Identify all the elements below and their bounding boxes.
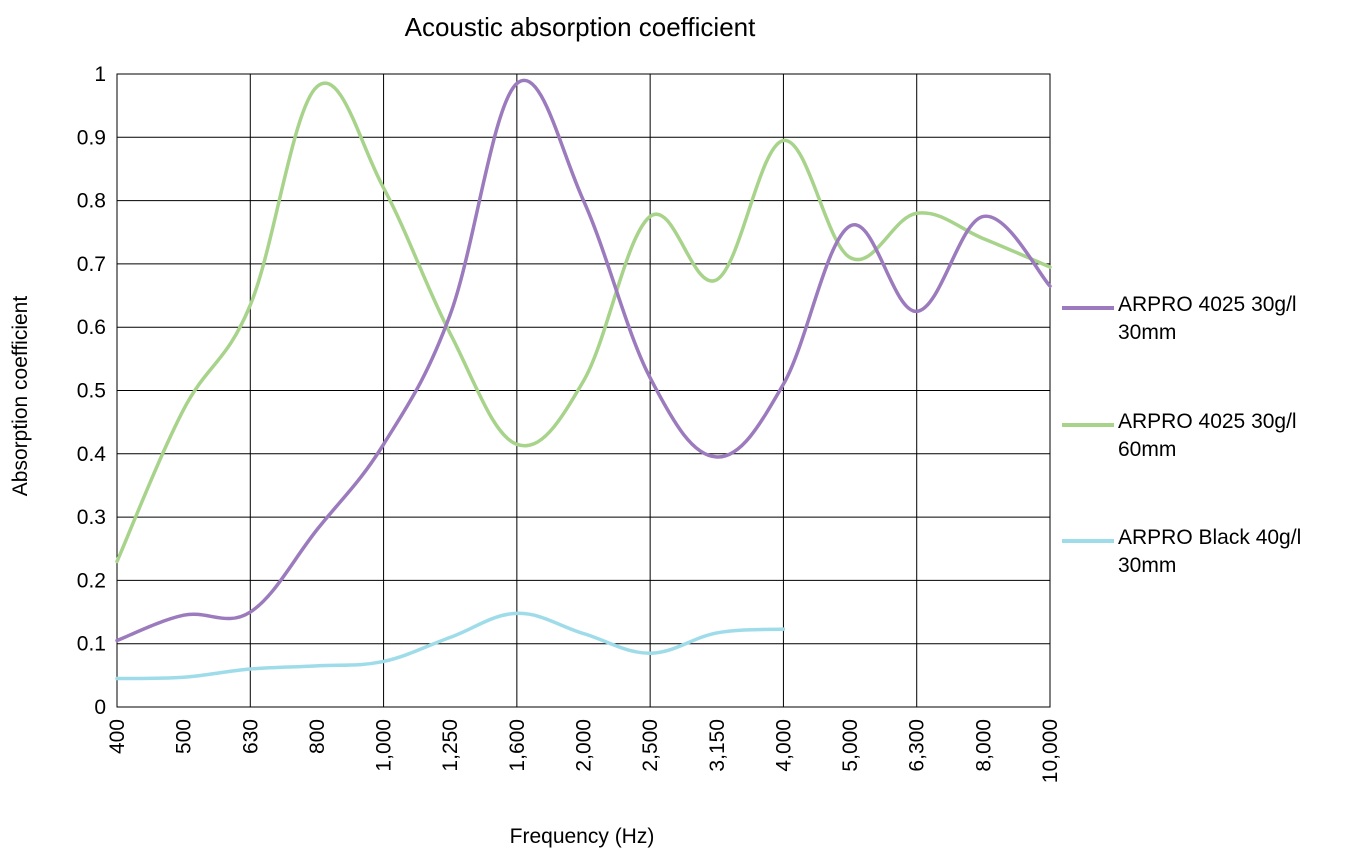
legend-label-3-line1: ARPRO Black 40g/l bbox=[1118, 526, 1302, 549]
y-tick-label: 0.1 bbox=[77, 633, 106, 656]
y-axis-ticks: 0 0.1 0.2 0.3 0.4 0.5 0.6 0.7 0.8 0.9 1 bbox=[77, 63, 107, 719]
y-tick-label: 0.6 bbox=[77, 316, 106, 339]
x-tick-label: 2,000 bbox=[573, 719, 596, 772]
legend-label-2-line2: 60mm bbox=[1118, 438, 1177, 461]
y-tick-label: 0.2 bbox=[77, 569, 106, 592]
x-tick-label: 10,000 bbox=[1039, 719, 1062, 783]
x-tick-label: 4,000 bbox=[772, 719, 795, 772]
legend-swatch-1 bbox=[1062, 306, 1114, 310]
legend-label-2-line1: ARPRO 4025 30g/l bbox=[1118, 410, 1297, 433]
x-tick-label: 500 bbox=[173, 719, 196, 754]
series-line-3 bbox=[115, 611, 786, 681]
y-tick-label: 0.7 bbox=[77, 253, 106, 276]
y-tick-label: 0.5 bbox=[77, 380, 106, 403]
x-axis-label: Frequency (Hz) bbox=[510, 825, 655, 848]
legend-label-3: ARPRO Black 40g/l 30mm bbox=[1118, 524, 1358, 580]
legend-swatch-3 bbox=[1062, 539, 1114, 543]
y-tick-label: 0 bbox=[94, 696, 106, 719]
y-tick-label: 0.4 bbox=[77, 443, 107, 466]
y-tick-label: 0.8 bbox=[77, 190, 106, 213]
x-tick-label: 400 bbox=[106, 719, 129, 754]
legend-label-1-line2: 30mm bbox=[1118, 321, 1177, 344]
plot-area-border bbox=[116, 73, 1051, 708]
legend-swatch-2 bbox=[1062, 423, 1114, 427]
x-tick-label: 1,250 bbox=[439, 719, 462, 772]
x-tick-label: 1,000 bbox=[373, 719, 396, 772]
x-tick-label: 5,000 bbox=[839, 719, 862, 772]
y-tick-label: 0.9 bbox=[77, 126, 106, 149]
series-line-2 bbox=[115, 81, 1052, 564]
x-axis-ticks: 400 500 630 800 1,000 1,250 1,600 2,000 2,500 3,1… bbox=[106, 719, 1062, 783]
y-axis-label: Absorption coefficient bbox=[9, 296, 32, 497]
series-lines bbox=[115, 78, 1052, 681]
x-tick-label: 3,150 bbox=[706, 719, 729, 772]
chart-title: Acoustic absorption coefficient bbox=[404, 12, 756, 42]
grid bbox=[116, 73, 1051, 708]
series-line-1 bbox=[115, 78, 1052, 643]
legend-label-1: ARPRO 4025 30g/l 30mm bbox=[1118, 291, 1358, 347]
x-tick-label: 8,000 bbox=[972, 719, 995, 772]
legend-label-3-line2: 30mm bbox=[1118, 554, 1177, 577]
x-tick-label: 6,300 bbox=[906, 719, 929, 772]
x-tick-label: 2,500 bbox=[639, 719, 662, 772]
x-tick-label: 800 bbox=[306, 719, 329, 754]
y-tick-label: 1 bbox=[94, 63, 106, 86]
x-tick-label: 1,600 bbox=[506, 719, 529, 772]
x-tick-label: 630 bbox=[239, 719, 262, 754]
legend-label-1-line1: ARPRO 4025 30g/l bbox=[1118, 293, 1297, 316]
legend-label-2: ARPRO 4025 30g/l 60mm bbox=[1118, 408, 1358, 464]
y-tick-label: 0.3 bbox=[77, 506, 106, 529]
